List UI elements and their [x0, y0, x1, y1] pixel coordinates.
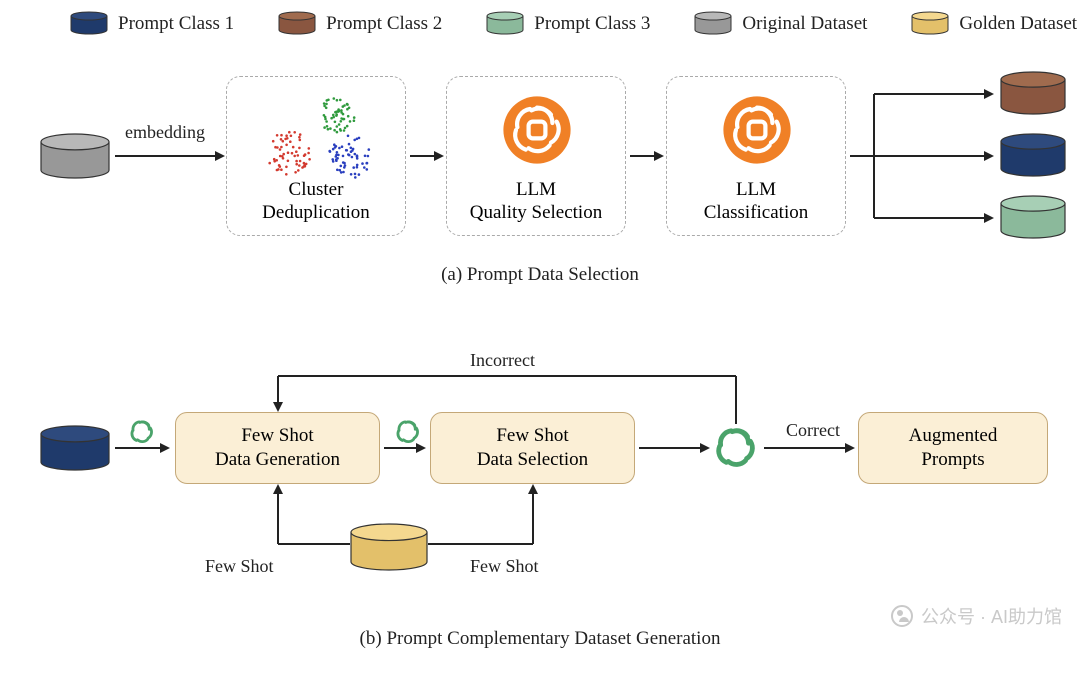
- legend-item-prompt3: Prompt Class 3: [486, 12, 650, 36]
- legend-item-original: Original Dataset: [694, 12, 867, 36]
- pipeline-box-label: LLMClassification: [667, 179, 845, 225]
- arrow-segment: [115, 155, 216, 157]
- fewshot-gen-box: Few ShotData Generation: [175, 412, 380, 484]
- arrow-segment: [630, 155, 655, 157]
- arrow-segment: [115, 447, 161, 449]
- arrow-segment: [735, 376, 737, 424]
- database-prompt2: [1000, 72, 1066, 114]
- arrow-segment: [874, 155, 985, 157]
- arrow-head: [434, 151, 444, 161]
- arrow-head: [984, 213, 994, 223]
- arrow-segment: [277, 486, 279, 544]
- arrow-segment: [874, 93, 985, 95]
- arrow-segment: [278, 375, 737, 377]
- arrow-segment: [532, 486, 534, 544]
- embedding-label: embedding: [125, 122, 205, 143]
- legend-item-prompt1: Prompt Class 1: [70, 12, 234, 36]
- fewshot-sel-box: Few ShotData Selection: [430, 412, 635, 484]
- augmented-box: AugmentedPrompts: [858, 412, 1048, 484]
- database-prompt1: [1000, 134, 1066, 176]
- arrow-head: [215, 151, 225, 161]
- legend-label: Golden Dataset: [959, 13, 1077, 35]
- arrow-head: [654, 151, 664, 161]
- arrow-segment: [639, 447, 701, 449]
- llm-icon: [502, 95, 572, 165]
- openai-icon: [128, 418, 156, 446]
- arrow-segment: [873, 94, 875, 156]
- fewshot-label: Few Shot: [470, 556, 539, 577]
- arrow-head: [845, 443, 855, 453]
- arrow-head: [528, 484, 538, 494]
- legend-label: Prompt Class 1: [118, 13, 234, 35]
- arrow-head: [273, 402, 283, 412]
- legend: Prompt Class 1 Prompt Class 2 Prompt Cla…: [0, 12, 1080, 36]
- pipeline-box-2: LLMClassification: [666, 76, 846, 236]
- arrow-segment: [873, 156, 875, 218]
- arrow-head: [160, 443, 170, 453]
- llm-icon: [722, 95, 792, 165]
- database-original: [40, 134, 110, 178]
- legend-label: Prompt Class 3: [534, 13, 650, 35]
- cluster-scatter: [245, 91, 389, 187]
- pipeline-box-label: LLMQuality Selection: [447, 179, 625, 225]
- arrow-segment: [874, 217, 985, 219]
- arrow-head: [273, 484, 283, 494]
- database-golden: [350, 524, 428, 570]
- pipeline-box-0: ClusterDeduplication: [226, 76, 406, 236]
- legend-label: Prompt Class 2: [326, 13, 442, 35]
- arrow-head: [984, 89, 994, 99]
- arrow-head: [700, 443, 710, 453]
- openai-icon: [712, 424, 760, 472]
- openai-icon: [394, 418, 422, 446]
- correct-label: Correct: [786, 420, 840, 441]
- legend-item-prompt2: Prompt Class 2: [278, 12, 442, 36]
- legend-item-golden: Golden Dataset: [911, 12, 1077, 36]
- arrow-segment: [277, 376, 279, 403]
- database-prompt3: [1000, 196, 1066, 238]
- arrow-segment: [410, 155, 435, 157]
- arrow-segment: [850, 155, 874, 157]
- arrow-segment: [384, 447, 417, 449]
- watermark: 公众号 · AI助力馆: [891, 603, 1062, 629]
- caption-a: (a) Prompt Data Selection: [0, 264, 1080, 286]
- database-prompt1: [40, 426, 110, 470]
- arrow-segment: [428, 543, 533, 545]
- legend-label: Original Dataset: [742, 13, 867, 35]
- incorrect-label: Incorrect: [470, 350, 535, 371]
- fewshot-label: Few Shot: [205, 556, 274, 577]
- arrow-segment: [278, 543, 351, 545]
- arrow-head: [984, 151, 994, 161]
- pipeline-box-1: LLMQuality Selection: [446, 76, 626, 236]
- arrow-segment: [764, 447, 846, 449]
- caption-b: (b) Prompt Complementary Dataset Generat…: [0, 628, 1080, 650]
